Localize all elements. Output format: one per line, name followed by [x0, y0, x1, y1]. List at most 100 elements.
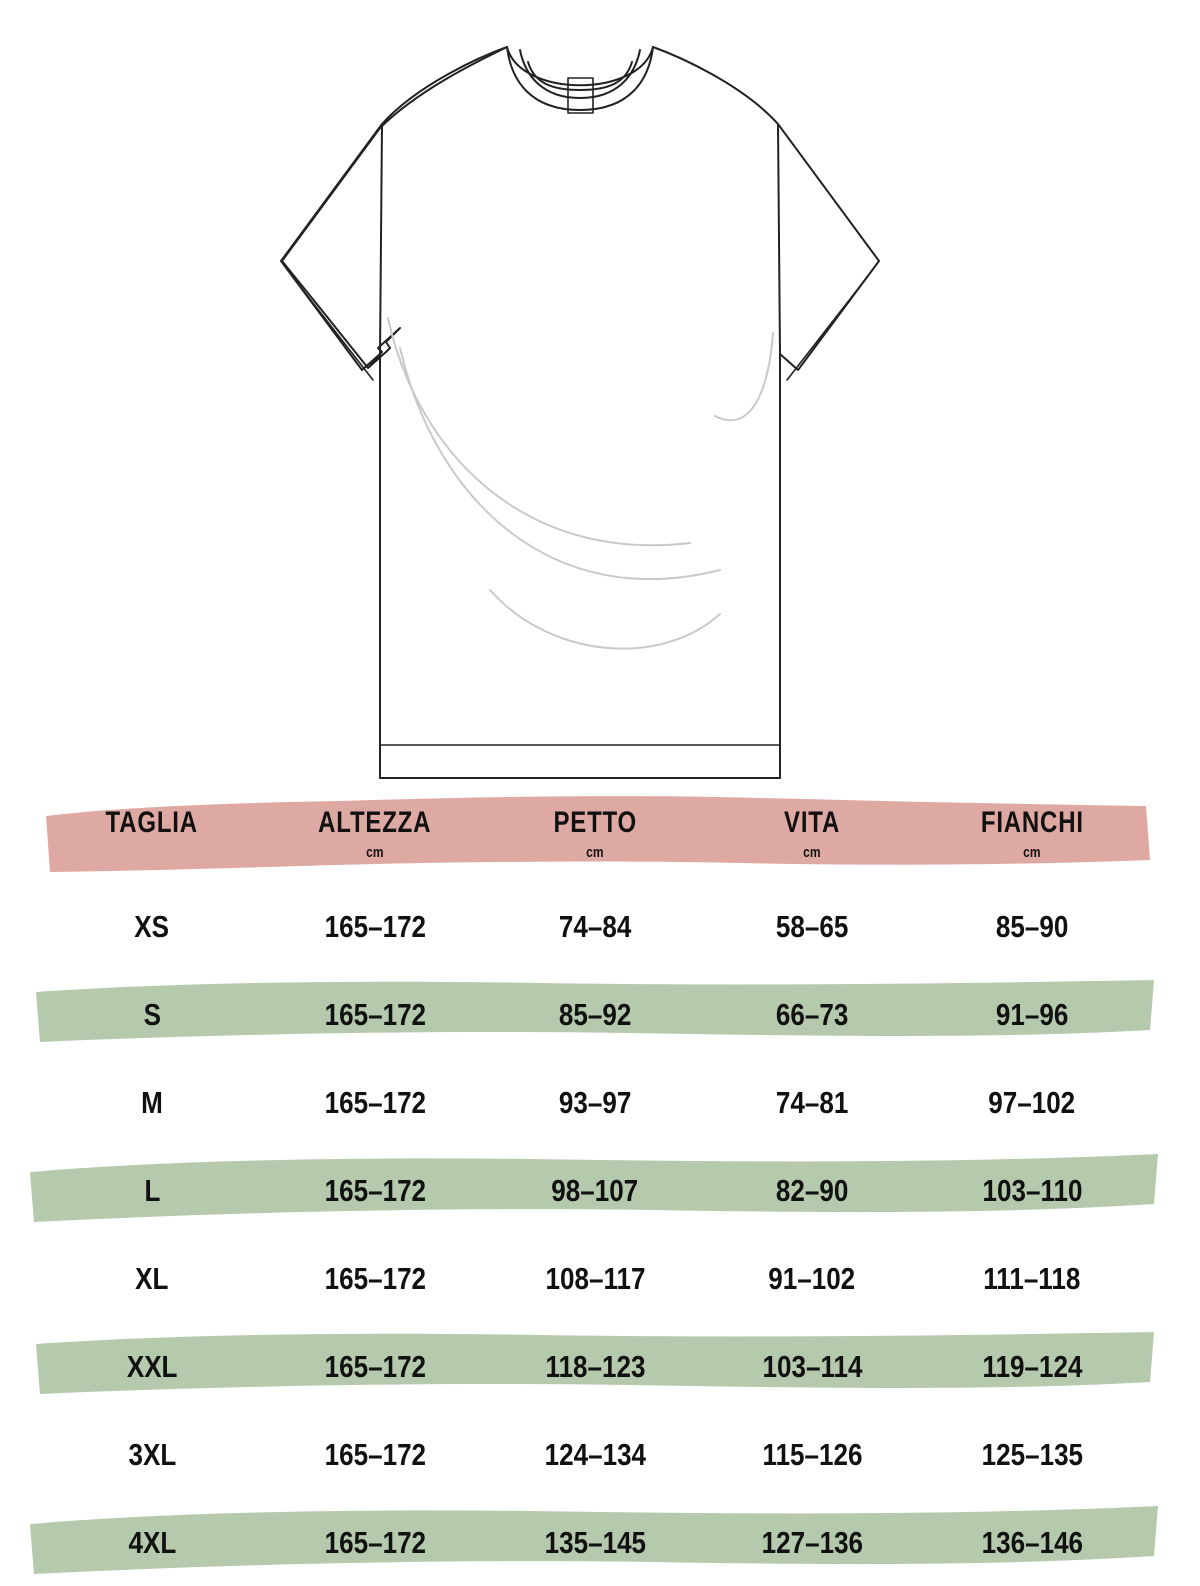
measurement-value: 74–84	[558, 908, 632, 944]
cell-fianchi: 91–96	[922, 970, 1142, 1058]
measurement-value: 82–90	[775, 1172, 849, 1208]
measurement-value: 108–117	[545, 1260, 645, 1296]
cell-vita: 91–102	[702, 1234, 922, 1322]
cell-altezza: 165–172	[265, 1146, 485, 1234]
header-cells: TAGLIA ALTEZZA cm PETTO cm VITA cm FIANC…	[0, 786, 1200, 882]
measurement-value: 135–145	[544, 1524, 646, 1560]
size-label: XL	[135, 1260, 169, 1296]
header-cell-altezza: ALTEZZA cm	[265, 786, 485, 882]
size-chart-table: TAGLIA ALTEZZA cm PETTO cm VITA cm FIANC…	[0, 786, 1200, 1574]
measurement-value: 136–146	[981, 1524, 1083, 1560]
measurement-value: 103–114	[762, 1348, 862, 1384]
row-cells: XS 165–172 74–84 58–65 85–90	[0, 882, 1200, 970]
header-label-fianchi: FIANCHI	[980, 806, 1084, 839]
header-label-petto: PETTO	[553, 806, 637, 839]
cell-altezza: 165–172	[265, 1058, 485, 1146]
table-row: S 165–172 85–92 66–73 91–96	[0, 970, 1200, 1058]
drape-folds	[387, 317, 774, 650]
collar-band	[527, 61, 633, 91]
measurement-value: 165–172	[324, 908, 426, 944]
header-unit-petto: cm	[586, 844, 604, 861]
cell-altezza: 165–172	[265, 1234, 485, 1322]
cell-petto: 85–92	[485, 970, 705, 1058]
cell-fianchi: 119–124	[922, 1322, 1142, 1410]
header-unit-vita: cm	[803, 844, 821, 861]
cell-size: L	[52, 1146, 252, 1234]
header-unit-altezza: cm	[366, 844, 384, 861]
table-row: XS 165–172 74–84 58–65 85–90	[0, 882, 1200, 970]
row-cells: XXL 165–172 118–123 103–114 119–124	[0, 1322, 1200, 1410]
row-cells: XL 165–172 108–117 91–102 111–118	[0, 1234, 1200, 1322]
cell-petto: 74–84	[485, 882, 705, 970]
cell-size: S	[52, 970, 252, 1058]
cell-vita: 82–90	[702, 1146, 922, 1234]
measurement-value: 115–126	[762, 1436, 862, 1472]
measurement-value: 118–123	[545, 1348, 645, 1384]
cell-fianchi: 111–118	[922, 1234, 1142, 1322]
header-cell-fianchi: FIANCHI cm	[922, 786, 1142, 882]
row-cells: M 165–172 93–97 74–81 97–102	[0, 1058, 1200, 1146]
measurement-value: 165–172	[324, 1084, 426, 1120]
cell-size: XXL	[52, 1322, 252, 1410]
cell-altezza: 165–172	[265, 1322, 485, 1410]
measurement-value: 66–73	[775, 996, 849, 1032]
cell-fianchi: 103–110	[922, 1146, 1142, 1234]
cell-altezza: 165–172	[265, 970, 485, 1058]
cell-vita: 103–114	[702, 1322, 922, 1410]
measurement-value: 103–110	[982, 1172, 1082, 1208]
table-header-row: TAGLIA ALTEZZA cm PETTO cm VITA cm FIANC…	[0, 786, 1200, 882]
table-row: 4XL 165–172 135–145 127–136 136–146	[0, 1498, 1200, 1586]
header-cell-vita: VITA cm	[702, 786, 922, 882]
table-row: M 165–172 93–97 74–81 97–102	[0, 1058, 1200, 1146]
cell-vita: 66–73	[702, 970, 922, 1058]
cell-petto: 135–145	[485, 1498, 705, 1586]
cell-size: XS	[52, 882, 252, 970]
measurement-value: 125–135	[981, 1436, 1083, 1472]
measurement-value: 98–107	[551, 1172, 639, 1208]
cell-altezza: 165–172	[265, 882, 485, 970]
size-label: L	[144, 1172, 160, 1208]
table-row: XL 165–172 108–117 91–102 111–118	[0, 1234, 1200, 1322]
cell-vita: 74–81	[702, 1058, 922, 1146]
left-cuff-hem	[291, 275, 374, 381]
header-cell-taglia: TAGLIA	[52, 786, 252, 882]
table-row: 3XL 165–172 124–134 115–126 125–135	[0, 1410, 1200, 1498]
measurement-value: 93–97	[558, 1084, 632, 1120]
row-cells: S 165–172 85–92 66–73 91–96	[0, 970, 1200, 1058]
drape-fold-left	[387, 317, 691, 547]
measurement-value: 165–172	[324, 1172, 426, 1208]
cell-vita: 127–136	[702, 1498, 922, 1586]
measurement-value: 124–134	[544, 1436, 646, 1472]
measurement-value: 165–172	[324, 1260, 426, 1296]
cell-petto: 108–117	[485, 1234, 705, 1322]
right-cuff-hem	[786, 275, 869, 381]
cell-size: 4XL	[52, 1498, 252, 1586]
cell-size: XL	[52, 1234, 252, 1322]
measurement-value: 74–81	[775, 1084, 849, 1120]
cell-altezza: 165–172	[265, 1410, 485, 1498]
cell-fianchi: 97–102	[922, 1058, 1142, 1146]
table-row: L 165–172 98–107 82–90 103–110	[0, 1146, 1200, 1234]
tshirt-silhouette	[280, 46, 880, 779]
size-label: 3XL	[128, 1436, 176, 1472]
size-label: XXL	[126, 1348, 178, 1384]
cell-altezza: 165–172	[265, 1498, 485, 1586]
table-row: XXL 165–172 118–123 103–114 119–124	[0, 1322, 1200, 1410]
measurement-value: 91–96	[995, 996, 1069, 1032]
measurement-value: 111–118	[983, 1260, 1081, 1296]
cell-vita: 115–126	[702, 1410, 922, 1498]
size-label: XS	[134, 908, 170, 944]
cell-fianchi: 125–135	[922, 1410, 1142, 1498]
cell-size: 3XL	[52, 1410, 252, 1498]
collar-inner	[519, 49, 641, 99]
measurement-value: 119–124	[982, 1348, 1082, 1384]
measurement-value: 97–102	[988, 1084, 1076, 1120]
tshirt-body-outline	[281, 47, 506, 369]
left-armhole-seam	[379, 123, 383, 399]
cell-vita: 58–65	[702, 882, 922, 970]
cell-petto: 124–134	[485, 1410, 705, 1498]
header-unit-fianchi: cm	[1023, 844, 1041, 861]
cell-fianchi: 85–90	[922, 882, 1142, 970]
measurement-value: 91–102	[768, 1260, 856, 1296]
row-cells: L 165–172 98–107 82–90 103–110	[0, 1146, 1200, 1234]
